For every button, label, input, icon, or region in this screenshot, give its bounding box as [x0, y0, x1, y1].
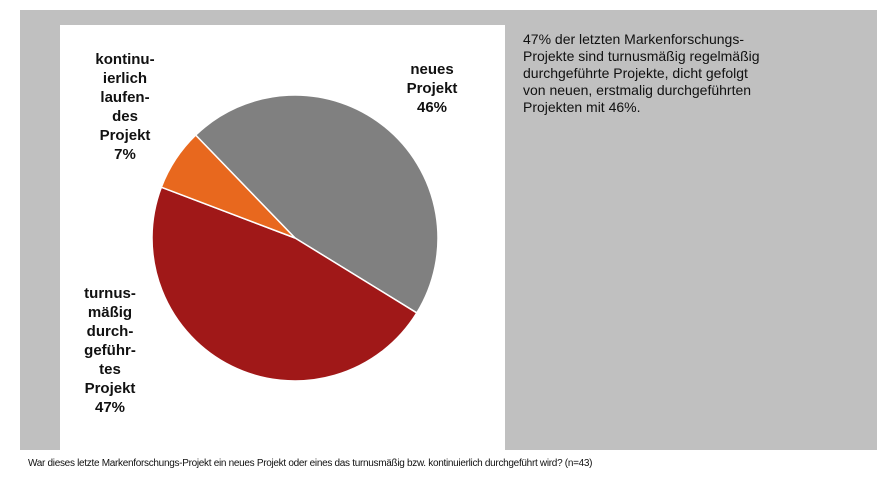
- value-label: 7%: [114, 146, 136, 163]
- slice-label: turnus- mäßig durch- geführ- tes Projekt: [84, 285, 136, 397]
- slice-label: neues Projekt: [406, 61, 458, 97]
- pie-slice: [194, 94, 439, 314]
- slice-label: kontinu- ierlich laufen- des Projekt: [95, 51, 155, 144]
- pie-slice: [160, 134, 296, 239]
- value-label: 46%: [416, 99, 448, 116]
- footnote: War dieses letzte Markenforschungs-Proje…: [28, 458, 593, 469]
- value-label: 47%: [94, 399, 126, 416]
- annotation: 47% der letzten Markenforschungs- Projek…: [523, 31, 760, 115]
- pie-slice: [151, 186, 418, 382]
